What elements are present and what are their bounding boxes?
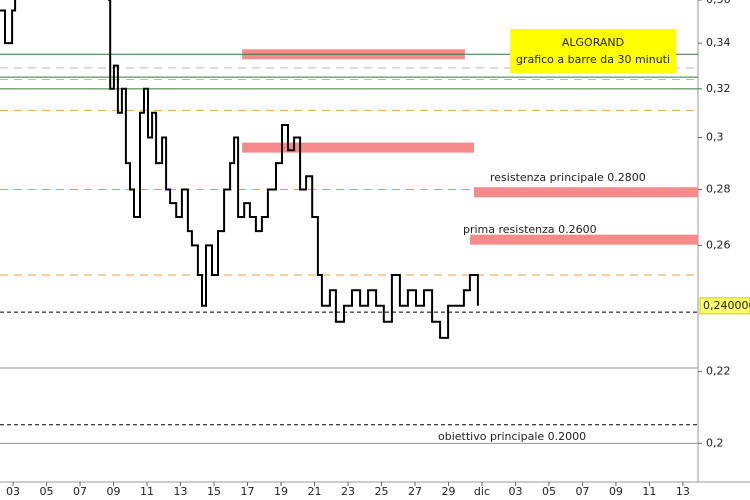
x-tick-label: 09 [609, 485, 623, 498]
last-price-box [699, 297, 750, 315]
title-box [510, 29, 676, 73]
last-price-label: 0,240000 [703, 299, 750, 312]
resistance-zone [469, 234, 698, 245]
y-tick-label: 0,32 [706, 82, 731, 95]
x-tick-label: 07 [73, 485, 87, 498]
y-axis-area [698, 0, 750, 500]
chart-title: ALGORAND [562, 36, 624, 49]
resistance-zone [242, 142, 474, 153]
x-tick-label: 11 [642, 485, 656, 498]
y-tick-label: 0,26 [706, 238, 731, 251]
x-tick-label: 07 [575, 485, 589, 498]
y-tick-label: 0,34 [706, 36, 731, 49]
x-tick-label: 11 [140, 485, 154, 498]
y-tick-label: 0,28 [706, 183, 731, 196]
y-tick-label: 0,22 [706, 364, 731, 377]
x-tick-label: 21 [308, 485, 322, 498]
annotation: resistenza principale 0.2800 [490, 171, 646, 184]
x-tick-label: 19 [274, 485, 288, 498]
x-tick-label: 05 [542, 485, 556, 498]
chart-subtitle: grafico a barre da 30 minuti [516, 53, 670, 66]
x-tick-label: 27 [408, 485, 422, 498]
x-tick-label: 03 [508, 485, 522, 498]
x-tick-label: 13 [676, 485, 690, 498]
annotation: obiettivo principale 0.2000 [438, 430, 586, 443]
price-line [0, 0, 479, 339]
x-tick-label: 09 [107, 485, 121, 498]
x-tick-label: 03 [6, 485, 20, 498]
x-tick-label: 15 [207, 485, 221, 498]
annotation: prima resistenza 0.2600 [463, 223, 597, 236]
y-tick-label: 0,2 [706, 436, 724, 449]
y-tick-label: 0,3 [706, 131, 724, 144]
x-tick-label: 23 [341, 485, 355, 498]
y-tick-label: 0,36 [706, 0, 731, 6]
x-tick-label: 25 [374, 485, 388, 498]
x-tick-label: 13 [174, 485, 188, 498]
resistance-zone [473, 187, 698, 198]
x-tick-label: 29 [441, 485, 455, 498]
x-tick-label: 05 [40, 485, 54, 498]
x-tick-label: 17 [241, 485, 255, 498]
x-tick-label: dic [474, 485, 490, 498]
